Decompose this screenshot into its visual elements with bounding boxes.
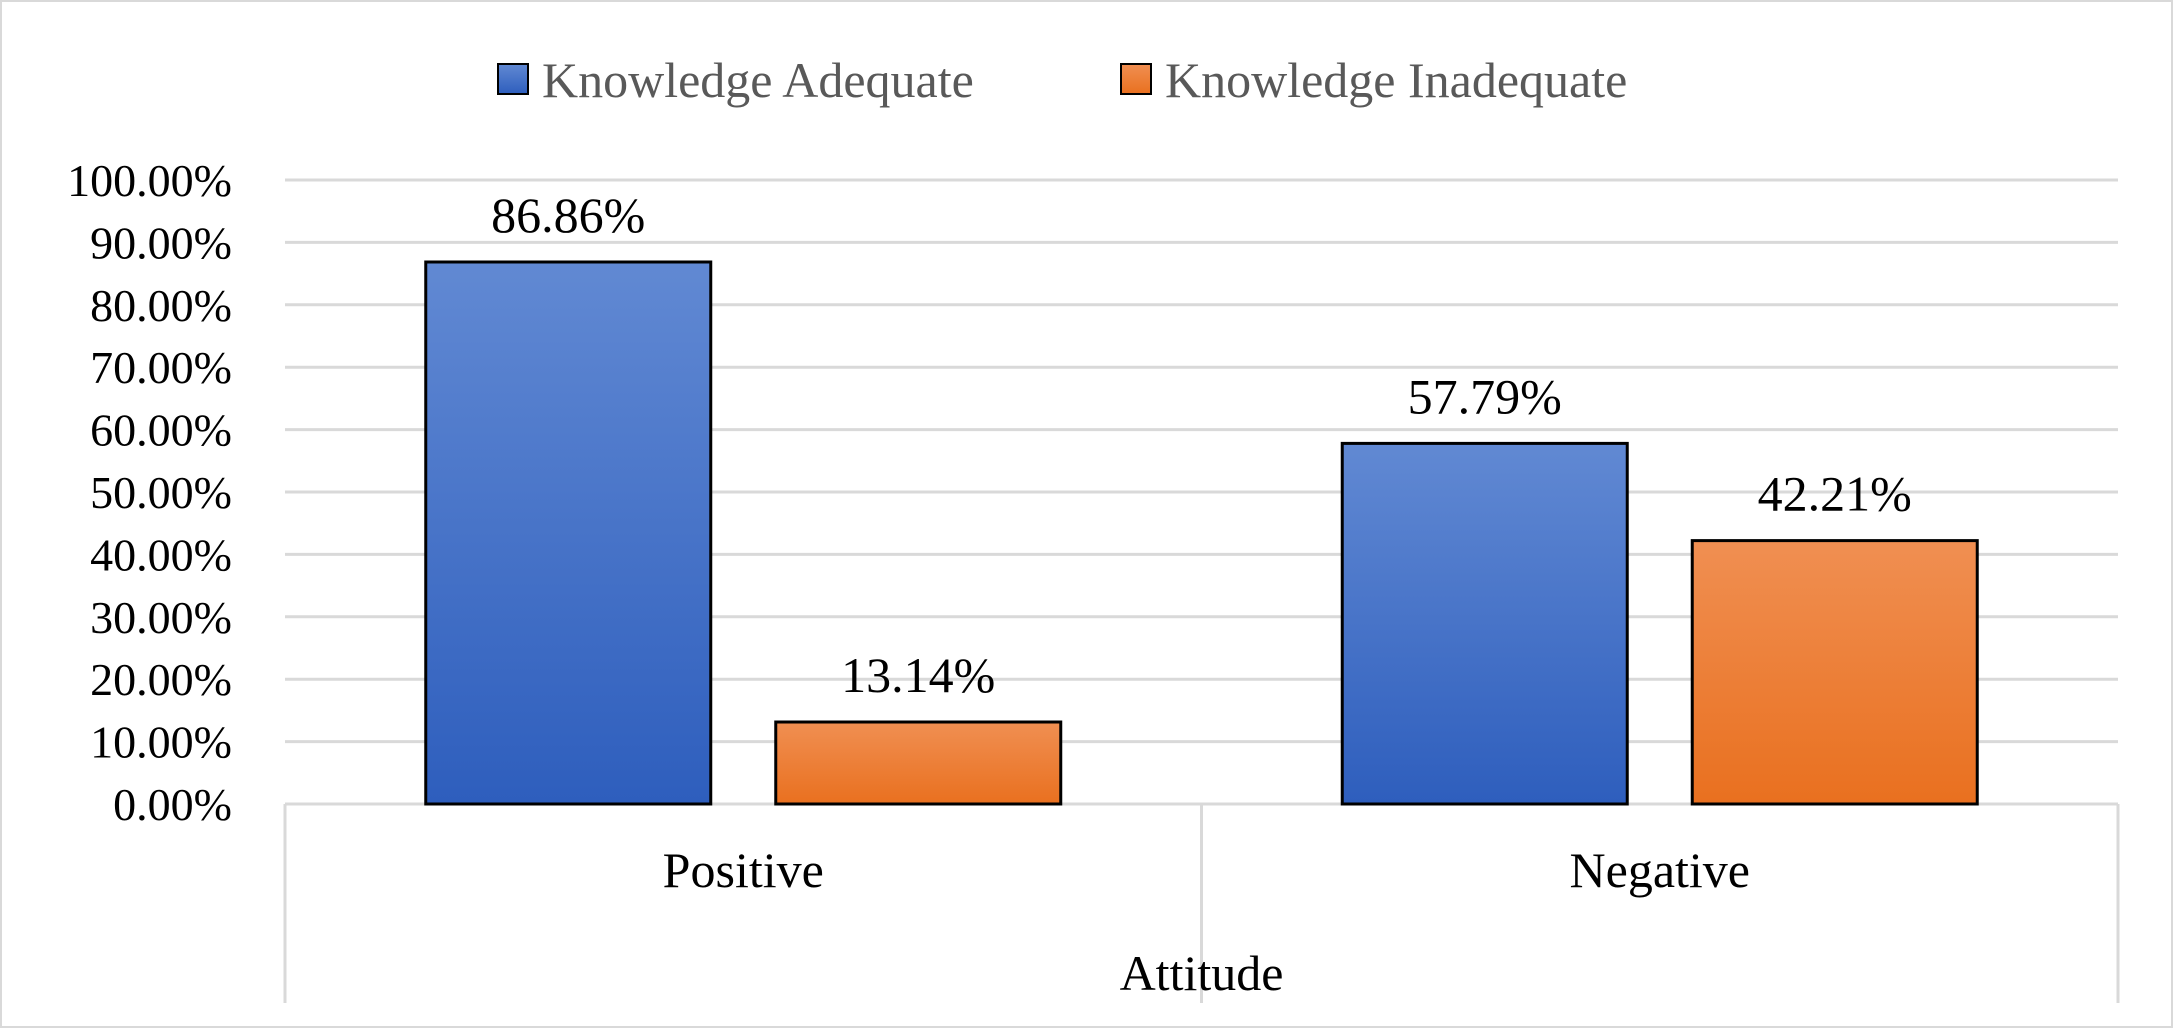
y-tick-label: 30.00%	[90, 592, 232, 643]
legend-label-knowledge-inadequate: Knowledge Inadequate	[1165, 52, 1627, 108]
y-tick-label: 10.00%	[90, 717, 232, 768]
y-axis-tick-labels: 0.00% 10.00% 20.00% 30.00% 40.00% 50.00% 60.00…	[67, 155, 232, 830]
data-label: 13.14%	[841, 647, 995, 703]
y-tick-label: 80.00%	[90, 280, 232, 331]
y-tick-label: 100.00%	[67, 155, 232, 206]
legend-swatch-knowledge-inadequate	[1121, 64, 1151, 94]
bar	[1692, 541, 1977, 804]
y-tick-label: 50.00%	[90, 467, 232, 518]
legend-swatch-knowledge-adequate	[498, 64, 528, 94]
data-label: 42.21%	[1758, 466, 1912, 522]
data-label: 86.86%	[491, 187, 645, 243]
legend-label-knowledge-adequate: Knowledge Adequate	[542, 52, 974, 108]
y-tick-label: 60.00%	[90, 405, 232, 456]
category-label: Negative	[1570, 842, 1750, 898]
bar	[426, 262, 711, 804]
y-tick-label: 40.00%	[90, 529, 232, 580]
data-label: 57.79%	[1408, 368, 1562, 424]
y-tick-label: 20.00%	[90, 654, 232, 705]
category-label: Positive	[663, 842, 824, 898]
x-axis-title: Attitude	[1120, 945, 1284, 1001]
y-tick-label: 0.00%	[113, 779, 232, 830]
y-tick-label: 90.00%	[90, 217, 232, 268]
bar	[776, 722, 1061, 804]
y-tick-label: 70.00%	[90, 342, 232, 393]
bar	[1342, 443, 1627, 804]
